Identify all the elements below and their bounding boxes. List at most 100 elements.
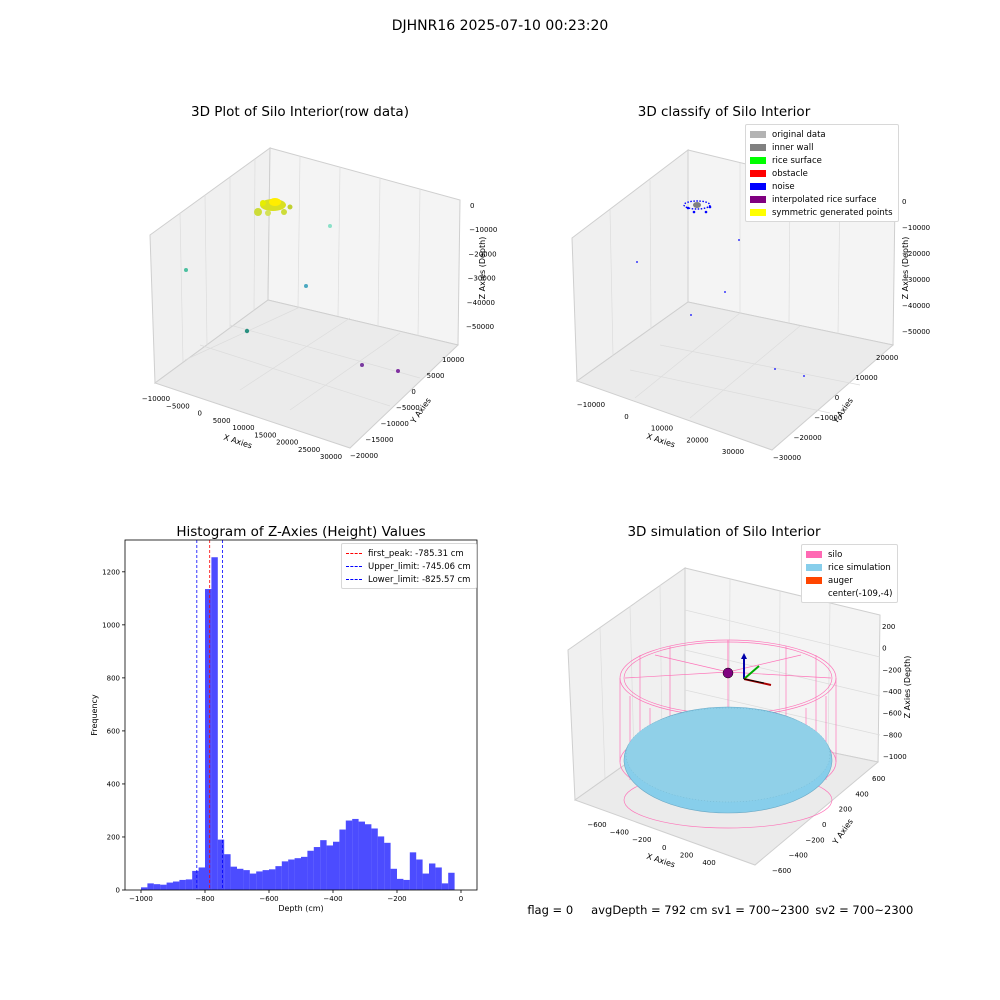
histogram-bar <box>147 883 154 890</box>
histogram-bars <box>141 557 455 890</box>
histogram-bar <box>166 882 173 890</box>
simulation-legend-swatch <box>806 590 822 597</box>
histogram-legend-swatch <box>346 553 362 554</box>
simulation-y-axis-label: Y Axies <box>830 817 855 847</box>
simulation-z-tick-2: −200 <box>882 666 901 674</box>
simulation-x-tick-2: −200 <box>632 836 651 844</box>
raw-z-tick-4: −40000 <box>467 299 495 307</box>
histogram-bar <box>313 847 321 890</box>
raw-x-tick-8: 30000 <box>320 453 342 461</box>
histogram-bar <box>281 861 289 890</box>
classify-legend-item-2: rice surface <box>750 154 893 167</box>
histogram-bar <box>243 870 250 890</box>
histogram-bar <box>448 872 455 890</box>
histogram-x-axis-label: Depth (cm) <box>278 904 323 913</box>
simulation-z-tick-1: 0 <box>882 645 886 653</box>
histogram-bar <box>345 820 353 890</box>
histogram-bar <box>441 883 449 890</box>
histogram-bar <box>333 841 340 890</box>
raw-z-tick-5: −50000 <box>466 323 494 331</box>
simulation-x-ticks: −600 −400−200 0 200 400 <box>587 821 715 867</box>
histogram-bar <box>288 859 295 890</box>
histogram-x-tick-3: −400 <box>323 895 342 903</box>
histogram-bar <box>397 878 404 890</box>
classify-y-ticks: 20000 10000 0 −10000 −20000 −30000 <box>773 354 898 462</box>
histogram-bar <box>269 869 276 890</box>
raw-x-tick-4: 10000 <box>232 424 254 432</box>
classify-legend-swatch <box>750 157 766 164</box>
raw-x-axis-label: X Axies <box>222 433 253 451</box>
simulation-legend-item-3: center(-109,-4) <box>806 587 892 600</box>
status-line: flag = 0 avgDepth = 792 cm sv1 = 700~2300 s… <box>520 889 931 917</box>
histogram-bar <box>217 839 225 890</box>
raw-y-tick-0: 10000 <box>442 356 464 364</box>
histogram-bar <box>205 589 212 890</box>
histogram-bar <box>249 873 257 890</box>
simulation-z-tick-4: −600 <box>883 710 902 718</box>
classify-legend-swatch <box>750 144 766 151</box>
histogram-x-tick-2: −600 <box>259 895 278 903</box>
classify-legend-item-1: inner wall <box>750 141 893 154</box>
histogram-legend-label: Lower_limit: -825.57 cm <box>368 574 471 585</box>
histogram-legend-item-1: Upper_limit: -745.06 cm <box>346 560 471 573</box>
classify-y-tick-3: −10000 <box>814 414 842 422</box>
histogram-legend-item-0: first_peak: -785.31 cm <box>346 547 471 560</box>
classify-y-tick-2: 0 <box>835 394 839 402</box>
histogram-y-ticks: 0 200 400 600 800 1000 1200 <box>102 568 125 895</box>
histogram-bar <box>262 870 269 890</box>
raw-z-tick-0: 0 <box>470 202 474 210</box>
histogram-bar <box>307 850 314 890</box>
histogram-bar <box>390 868 397 890</box>
simulation-y-tick-6: −600 <box>772 867 791 875</box>
simulation-x-axis-label: X Axies <box>645 852 676 870</box>
raw-x-tick-1: −5000 <box>166 402 190 410</box>
raw-z-axis-label: Z Axies (Depth) <box>478 237 487 300</box>
histogram-bar <box>339 829 346 890</box>
histogram-bar <box>429 863 436 890</box>
classify-x-tick-1: 0 <box>624 413 628 421</box>
raw-3d-plot: −10000−500005000100001500020000250003000… <box>142 147 497 461</box>
classify-y-tick-1: 10000 <box>855 374 877 382</box>
simulation-legend-swatch <box>806 577 822 584</box>
simulation-y-tick-1: 400 <box>855 790 868 798</box>
classify-x-axis-label: X Axies <box>645 432 676 450</box>
classify-z-tick-1: −10000 <box>902 224 930 232</box>
classify-legend-label: original data <box>772 129 826 140</box>
classify-z-tick-5: −50000 <box>902 328 930 336</box>
histogram-bar <box>160 884 167 890</box>
raw-x-tick-3: 5000 <box>213 417 231 425</box>
simulation-legend-swatch <box>806 564 822 571</box>
histogram-y-axis-label: Frequency <box>90 694 99 736</box>
raw-z-tick-3: −30000 <box>468 275 496 283</box>
histogram-bar <box>224 854 231 890</box>
raw-y-tick-1: 5000 <box>427 372 445 380</box>
raw-x-tick-0: −10000 <box>142 395 170 403</box>
histogram-bar <box>256 871 263 890</box>
histogram-x-tick-4: −200 <box>387 895 406 903</box>
histogram-bar <box>294 858 301 890</box>
status-sv2: sv2 = 700~2300 <box>815 903 914 917</box>
raw-y-tick-5: −15000 <box>365 436 393 444</box>
histogram-y-tick-2: 400 <box>107 780 120 788</box>
histogram-bar <box>403 879 410 890</box>
histogram-bar <box>153 884 161 890</box>
histogram-bar <box>422 873 429 890</box>
histogram-bar <box>371 828 378 890</box>
histogram-bar <box>409 852 417 890</box>
simulation-legend-item-0: silo <box>806 548 892 561</box>
histogram-y-tick-1: 200 <box>107 833 120 841</box>
histogram-legend-label: Upper_limit: -745.06 cm <box>368 561 471 572</box>
classify-plot-title: 3D classify of Silo Interior <box>637 104 811 120</box>
histogram-bar <box>211 557 218 890</box>
simulation-legend-swatch <box>806 551 822 558</box>
histogram-bar <box>435 867 442 890</box>
histogram-y-tick-5: 1000 <box>102 621 120 629</box>
classify-y-tick-4: −20000 <box>794 434 822 442</box>
simulation-legend-item-2: auger <box>806 574 892 587</box>
histogram-bar <box>237 868 244 890</box>
simulation-x-tick-3: 0 <box>662 844 666 852</box>
simulation-legend-item-1: rice simulation <box>806 561 892 574</box>
histogram-bar <box>141 887 148 890</box>
simulation-z-tick-5: −800 <box>883 731 902 739</box>
